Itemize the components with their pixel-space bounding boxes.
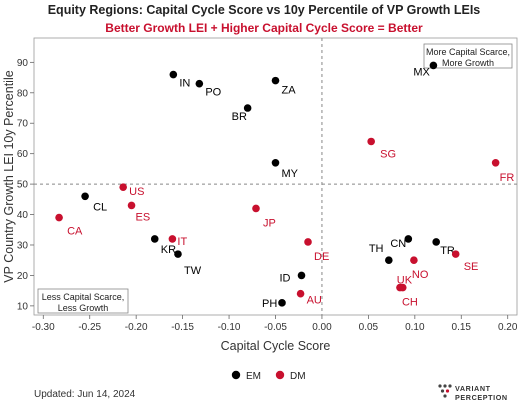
x-tick-label: 0.20 xyxy=(498,322,518,333)
point-label-de: DE xyxy=(314,251,329,263)
x-tick-label: 0.10 xyxy=(405,322,425,333)
y-tick-label: 70 xyxy=(17,119,29,130)
point-no xyxy=(410,256,418,265)
quadrant-label-bottom-left-box xyxy=(37,288,129,314)
quadrant-label-bottom-left-text: Less Growth xyxy=(58,303,109,313)
point-label-kr: KR xyxy=(161,244,176,256)
point-label-se: SE xyxy=(464,261,479,273)
point-label-it: IT xyxy=(177,236,187,248)
point-label-ca: CA xyxy=(67,226,83,238)
point-sg xyxy=(367,137,375,146)
point-label-mx: MX xyxy=(413,66,430,78)
x-tick-label: -0.15 xyxy=(171,322,194,333)
point-ch xyxy=(396,283,404,292)
brand-logo: VARIANT PERCEPTION xyxy=(437,382,525,406)
point-label-cl: CL xyxy=(93,201,107,213)
point-se xyxy=(451,250,460,258)
point-label-uk: UK xyxy=(397,275,413,287)
quadrant-label-top-right-text: More Capital Scarce, xyxy=(426,47,510,57)
point-label-id: ID xyxy=(280,272,291,284)
point-th xyxy=(385,256,393,265)
point-label-po: PO xyxy=(205,87,221,99)
quadrant-label-top-right-box xyxy=(423,43,513,69)
x-tick-label: -0.20 xyxy=(125,322,148,333)
x-tick-label: 0.05 xyxy=(359,322,379,333)
x-tick-label: -0.05 xyxy=(264,322,287,333)
point-label-cn: CN xyxy=(390,238,406,250)
brand-line2: PERCEPTION xyxy=(455,393,508,402)
x-axis-label: Capital Cycle Score xyxy=(221,339,331,353)
point-label-my: MY xyxy=(282,168,299,180)
point-label-ch: CH xyxy=(402,297,418,309)
point-label-tw: TW xyxy=(184,265,202,277)
point-cl xyxy=(81,192,89,201)
y-tick-label: 50 xyxy=(17,180,29,191)
point-fr xyxy=(491,159,500,167)
point-label-tr: TR xyxy=(440,245,455,257)
point-cn xyxy=(404,235,413,243)
point-de xyxy=(304,238,312,246)
y-axis-label: VP Country Growth LEI 10y Percentile xyxy=(2,70,16,282)
updated-date: Updated: Jun 14, 2024 xyxy=(34,389,136,400)
x-tick-label: 0.00 xyxy=(312,322,332,333)
point-label-in: IN xyxy=(179,78,190,90)
y-tick-label: 20 xyxy=(17,271,29,282)
point-label-br: BR xyxy=(232,111,247,123)
point-label-jp: JP xyxy=(263,217,276,229)
point-tw xyxy=(174,250,182,258)
point-label-za: ZA xyxy=(282,85,297,97)
point-br xyxy=(243,104,252,112)
point-id xyxy=(297,271,306,280)
point-label-no: NO xyxy=(412,269,429,281)
point-us xyxy=(119,183,127,191)
quadrant-label-top-right-text: More Growth xyxy=(442,58,494,68)
chart-subtitle: Better Growth LEI + Higher Capital Cycle… xyxy=(105,21,423,35)
point-label-ph: PH xyxy=(262,298,277,310)
legend-label-em: EM xyxy=(246,371,261,382)
point-tr xyxy=(432,238,440,246)
x-tick-label: -0.30 xyxy=(32,322,55,333)
quadrant-label-bottom-left-text: Less Capital Scarce, xyxy=(42,292,125,302)
point-po xyxy=(195,79,204,88)
x-tick-label: -0.25 xyxy=(78,322,101,333)
point-label-au: AU xyxy=(307,295,322,307)
brand-mark-icon xyxy=(438,384,452,398)
y-tick-label: 10 xyxy=(17,301,29,312)
point-ph xyxy=(278,299,286,307)
point-in xyxy=(169,70,178,79)
y-tick-label: 80 xyxy=(17,88,29,99)
legend-marker-dm xyxy=(275,370,285,380)
legend-marker-em xyxy=(231,370,241,380)
chart-title: Equity Regions: Capital Cycle Score vs 1… xyxy=(47,3,481,17)
point-label-sg: SG xyxy=(380,148,396,160)
point-jp xyxy=(252,204,260,213)
y-tick-label: 40 xyxy=(17,210,29,221)
point-label-us: US xyxy=(129,186,144,198)
point-label-th: TH xyxy=(369,243,384,255)
y-tick-label: 90 xyxy=(17,58,29,69)
point-label-fr: FR xyxy=(500,172,515,184)
point-label-es: ES xyxy=(136,211,151,223)
point-kr xyxy=(150,235,159,243)
brand-line1: VARIANT xyxy=(455,384,491,393)
point-au xyxy=(296,289,305,298)
point-mx xyxy=(429,61,438,70)
y-tick-label: 60 xyxy=(17,149,29,160)
y-tick-label: 30 xyxy=(17,240,29,251)
point-my xyxy=(271,159,280,167)
point-es xyxy=(127,201,136,210)
x-tick-label: 0.15 xyxy=(452,322,472,333)
point-za xyxy=(271,76,280,85)
legend-label-dm: DM xyxy=(290,371,306,382)
x-tick-label: -0.10 xyxy=(218,322,241,333)
point-ca xyxy=(55,213,63,222)
point-it xyxy=(168,235,177,243)
